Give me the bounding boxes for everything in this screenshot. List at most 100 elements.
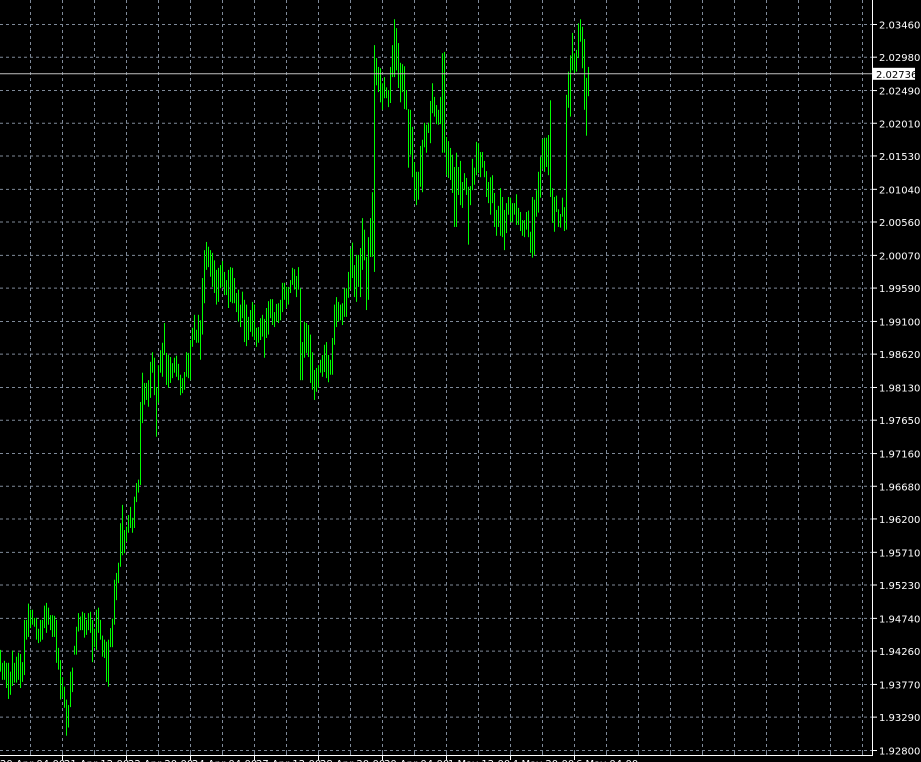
price-bar (140, 401, 141, 486)
time-tick-label: 1 May 12:00 (448, 759, 510, 762)
price-bar (220, 265, 221, 289)
price-bar (404, 66, 405, 110)
price-bar (488, 182, 489, 204)
price-bar (236, 293, 237, 313)
price-bar (176, 355, 177, 377)
price-bar (350, 248, 351, 290)
price-bar (226, 280, 227, 296)
price-bar (144, 382, 145, 405)
price-bar (128, 515, 129, 533)
price-bar (486, 171, 487, 197)
price-bar (36, 617, 37, 640)
price-tick-label: 1.95230 (879, 581, 920, 592)
price-bar (324, 344, 325, 373)
price-bar (458, 167, 459, 195)
price-bar (192, 327, 193, 347)
price-bar (414, 162, 415, 200)
price-bar (278, 303, 279, 323)
price-bar (320, 359, 321, 373)
price-bar (416, 171, 417, 206)
price-bar (582, 26, 583, 69)
price-bar (54, 615, 55, 637)
price-bar (364, 229, 365, 261)
price-bar (132, 517, 133, 533)
price-bar (120, 523, 121, 567)
price-bar (42, 619, 43, 640)
price-bar (288, 286, 289, 305)
price-bar (310, 334, 311, 383)
price-bar (260, 318, 261, 341)
price-bar (52, 615, 53, 637)
price-bar (10, 671, 11, 695)
price-bar (18, 652, 19, 680)
price-bar (222, 261, 223, 287)
price-bar (68, 705, 69, 728)
price-bar (538, 171, 539, 213)
price-bar (358, 254, 359, 287)
price-bar (522, 220, 523, 236)
price-bar (116, 572, 117, 601)
price-bar (472, 158, 473, 191)
price-bar (178, 363, 179, 381)
price-bar (546, 137, 547, 168)
price-bar (434, 96, 435, 117)
price-bar (304, 321, 305, 358)
price-axis: 2.03460 2.02980 2.02490 2.02010 2.01530 2.010… (872, 21, 920, 758)
price-bar (526, 211, 527, 230)
price-bar (580, 19, 581, 42)
price-bar (230, 267, 231, 302)
price-bar (112, 618, 113, 648)
price-bar (552, 188, 553, 223)
current-price-box (873, 67, 915, 80)
price-bar (184, 372, 185, 390)
price-bar (142, 372, 143, 424)
time-tick-label: 24 Apr 04:00 (192, 759, 257, 762)
price-bar (270, 299, 271, 319)
price-bar (530, 231, 531, 253)
price-bar (516, 194, 517, 225)
price-bar (464, 173, 465, 191)
price-tick-label: 1.97650 (879, 416, 920, 427)
price-bar (438, 109, 439, 125)
price-bar (504, 209, 505, 251)
price-bar (200, 320, 201, 360)
price-bar (474, 167, 475, 185)
price-bar (336, 297, 337, 328)
price-bar (264, 318, 265, 358)
price-bar (568, 71, 569, 108)
price-bars (0, 19, 589, 736)
price-bar (210, 250, 211, 277)
price-bar (114, 579, 115, 625)
price-bar (166, 352, 167, 385)
price-bar (306, 322, 307, 353)
price-bar (540, 156, 541, 198)
price-bar (456, 152, 457, 227)
price-bar (548, 135, 549, 176)
price-bar (312, 352, 313, 390)
price-bar (308, 325, 309, 358)
price-bar (422, 139, 423, 193)
price-bar (22, 662, 23, 682)
price-bar (206, 241, 207, 270)
price-bar (152, 352, 153, 373)
price-bar (76, 626, 77, 655)
price-bar (134, 496, 135, 528)
price-bar (124, 530, 125, 554)
price-bar (384, 77, 385, 99)
price-tick-label: 1.98130 (879, 384, 920, 395)
price-bar (346, 288, 347, 317)
price-bar (248, 316, 249, 341)
price-bar (232, 267, 233, 304)
price-bar (136, 483, 137, 503)
price-bar (536, 190, 537, 217)
price-bar (284, 282, 285, 300)
price-bar (418, 171, 419, 200)
current-price-label: 2.02736 (873, 67, 917, 81)
price-bar (266, 307, 267, 338)
price-bar (544, 137, 545, 172)
time-tick-label: 6 May 04:00 (576, 759, 638, 762)
price-bar (572, 32, 573, 71)
price-tick-label: 1.95710 (879, 548, 920, 559)
price-bar (436, 105, 437, 125)
